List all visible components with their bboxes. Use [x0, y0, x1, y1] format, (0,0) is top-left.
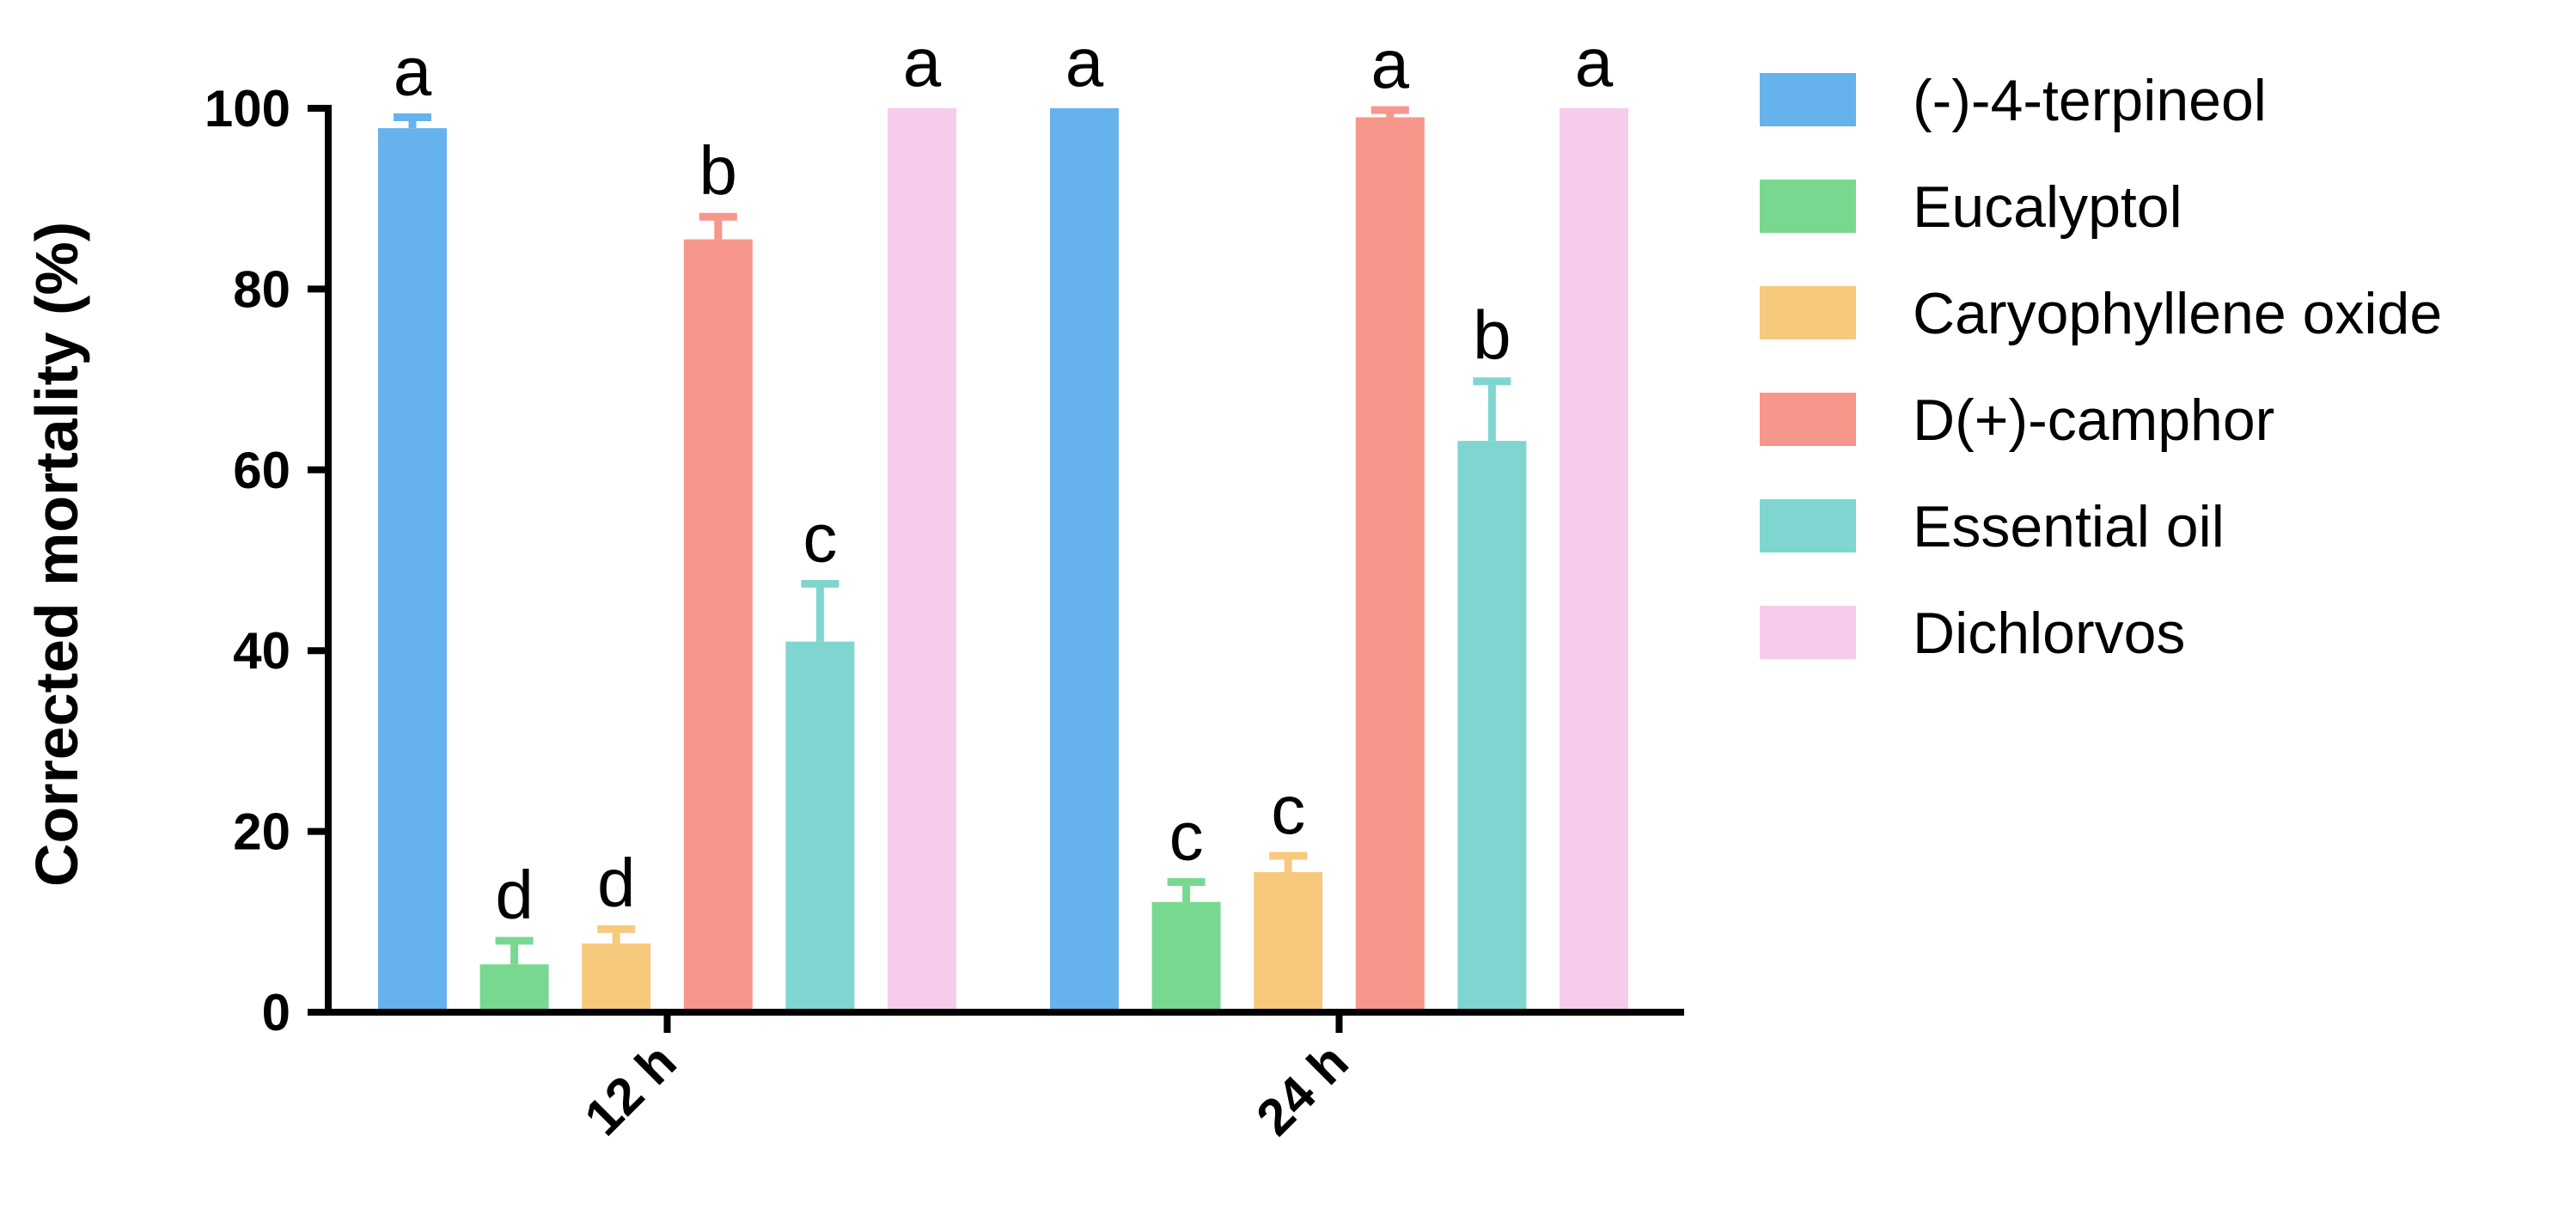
bar	[378, 128, 447, 1012]
significance-letter: d	[597, 845, 636, 921]
bar	[888, 108, 956, 1012]
legend-label: D(+)-camphor	[1913, 388, 2274, 453]
legend-swatch	[1760, 180, 1856, 233]
bar	[785, 641, 855, 1012]
bars-layer	[378, 108, 1628, 1012]
significance-letter: a	[394, 34, 432, 110]
y-tick-label: 0	[262, 984, 290, 1041]
y-tick-label: 20	[233, 803, 290, 861]
bar	[1151, 901, 1221, 1012]
x-tick-label: 24 h	[1245, 1033, 1358, 1146]
significance-letter: c	[803, 499, 837, 576]
y-tick-label: 40	[233, 622, 290, 680]
bar	[582, 943, 651, 1012]
y-tick-label: 100	[204, 80, 290, 137]
error-bars-layer	[394, 106, 1511, 965]
axes-layer: 0 20 40 60 80 100 12 h 24 h	[204, 80, 1684, 1146]
legend-swatch	[1760, 393, 1856, 446]
legend: (-)-4-terpineol Eucalyptol Caryophyllene o…	[1760, 68, 2442, 666]
significance-letter: a	[1371, 26, 1410, 102]
legend-swatch	[1760, 286, 1856, 339]
significance-letter: c	[1271, 772, 1305, 848]
legend-label: Essential oil	[1913, 494, 2225, 559]
y-axis-title: Corrected mortality (%)	[23, 222, 90, 887]
legend-label: Eucalyptol	[1913, 174, 2182, 240]
x-tick-label: 12 h	[573, 1033, 687, 1146]
bar	[1355, 117, 1425, 1012]
significance-letter: d	[495, 857, 534, 933]
significance-letter: b	[699, 132, 738, 209]
significance-letter: a	[903, 24, 942, 101]
bar	[1050, 108, 1119, 1012]
bar	[479, 964, 549, 1012]
significance-letter: b	[1473, 297, 1511, 374]
bar	[1254, 871, 1323, 1012]
bar	[1457, 441, 1527, 1012]
legend-swatch	[1760, 73, 1856, 126]
legend-label: (-)-4-terpineol	[1913, 68, 2267, 133]
legend-label: Caryophyllene oxide	[1913, 281, 2442, 346]
significance-letter: a	[1065, 24, 1104, 101]
legend-swatch	[1760, 499, 1856, 553]
significance-letter: a	[1575, 24, 1614, 101]
significance-letter: c	[1169, 798, 1204, 875]
legend-swatch	[1760, 606, 1856, 659]
legend-label: Dichlorvos	[1913, 601, 2185, 666]
y-tick-label: 60	[233, 442, 290, 499]
bar	[1560, 108, 1628, 1012]
bar	[683, 239, 753, 1012]
y-tick-label: 80	[233, 260, 290, 318]
